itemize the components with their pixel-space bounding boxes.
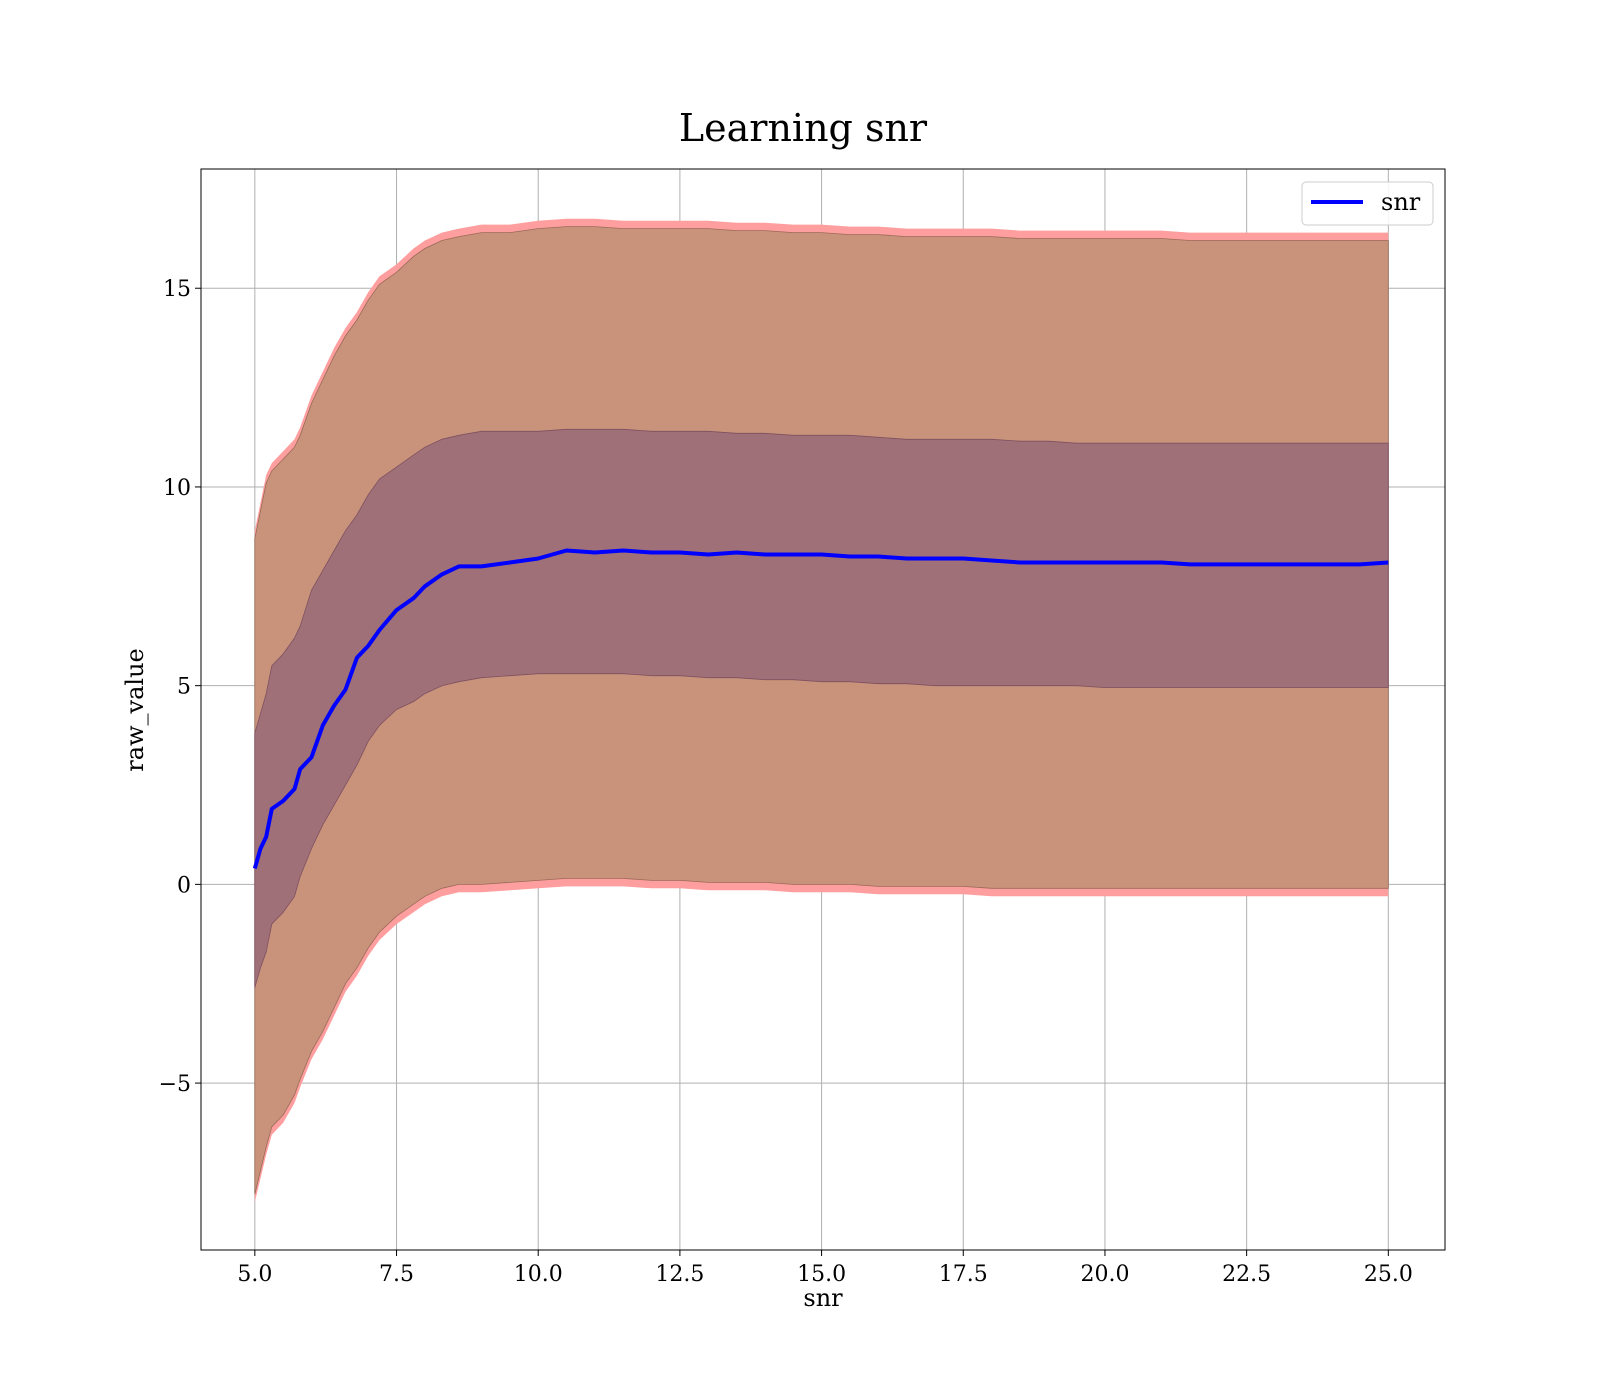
y-tick-label: −5	[159, 1072, 191, 1097]
y-tick-label: 15	[163, 277, 191, 302]
legend: snr	[1301, 181, 1434, 226]
y-axis-label: raw_value	[121, 648, 149, 772]
x-tick-label: 12.5	[655, 1262, 704, 1287]
y-tick-label: 5	[177, 675, 191, 700]
x-axis-ticks: 5.0 7.5 10.0 12.5 15.0 17.5 20.0 22.5 25.0	[237, 1250, 1413, 1287]
chart-title: Learning snr	[679, 106, 928, 150]
legend-label-snr: snr	[1381, 188, 1421, 216]
x-tick-label: 25.0	[1364, 1262, 1413, 1287]
confidence-bands	[254, 218, 1389, 1203]
series-lines	[252, 548, 1389, 870]
x-tick-label: 5.0	[237, 1262, 272, 1287]
y-axis-ticks: −5 0 5 10 15	[159, 277, 201, 1097]
x-tick-label: 15.0	[797, 1262, 846, 1287]
x-tick-label: 7.5	[379, 1262, 414, 1287]
plot-frame	[200, 168, 1446, 1251]
x-axis-label: snr	[803, 1284, 843, 1312]
x-tick-label: 22.5	[1222, 1262, 1271, 1287]
y-tick-label: 10	[163, 476, 191, 501]
x-tick-label: 10.0	[514, 1262, 563, 1287]
x-tick-label: 20.0	[1080, 1262, 1129, 1287]
series-line-snr	[252, 548, 1389, 870]
y-tick-label: 0	[177, 873, 191, 898]
legend-box	[1301, 181, 1434, 226]
x-tick-label: 17.5	[939, 1262, 988, 1287]
band-one-sigma	[254, 428, 1389, 988]
